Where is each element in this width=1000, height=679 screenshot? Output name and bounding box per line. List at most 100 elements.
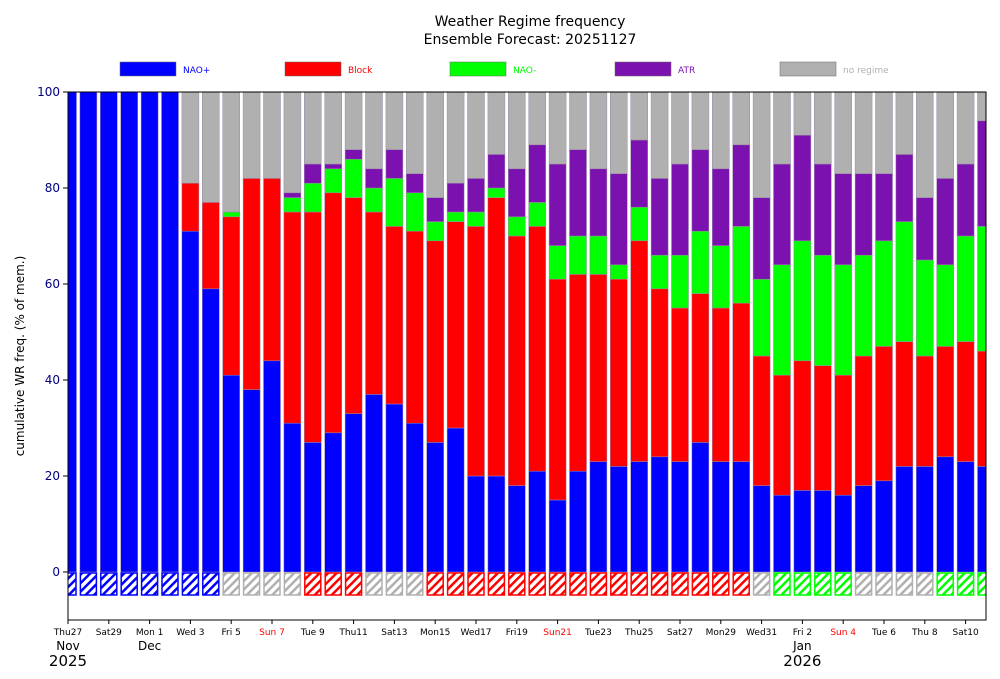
bar-segment-nao- — [487, 187, 506, 198]
plot-frame — [67, 91, 987, 621]
bar-segment-atr — [324, 163, 342, 170]
bar-segment-nao- — [773, 264, 791, 376]
x-tick-label: Thu25 — [624, 628, 653, 638]
dominant-regime-box — [406, 572, 424, 596]
bar-segment-nao- — [916, 466, 934, 573]
bar-segment-nao- — [487, 475, 506, 573]
legend-label: no regime — [843, 66, 889, 76]
x-tick-label: Sun21 — [543, 628, 572, 638]
dominant-regime-box — [610, 572, 628, 596]
bar-segment-no-regime — [956, 92, 975, 165]
bar-segment-nao- — [385, 178, 404, 227]
legend-swatch — [614, 61, 672, 77]
bar-segment-no-regime — [916, 92, 934, 198]
legend-label: NAO+ — [183, 66, 210, 76]
dominant-regime-box — [283, 572, 302, 596]
bar-segment-nao- — [120, 92, 138, 573]
x-tick-label: Sat10 — [952, 628, 978, 638]
month-label: Jan — [792, 639, 812, 653]
bars — [68, 92, 986, 596]
dominant-regime-box — [79, 572, 98, 596]
bar-segment-atr — [569, 149, 587, 237]
dominant-regime-box — [222, 572, 240, 596]
bar-segment-no-regime — [671, 92, 689, 165]
bar-segment-block — [528, 226, 546, 472]
bar-segment-nao- — [100, 92, 118, 573]
bar-segment-atr — [283, 192, 302, 198]
bar-segment-nao- — [936, 456, 954, 573]
dominant-regime-box — [324, 572, 342, 596]
month-label: Dec — [138, 639, 161, 653]
bar-segment-nao- — [140, 92, 159, 573]
bar-segment-block — [222, 216, 240, 376]
bar-segment-nao- — [467, 211, 485, 227]
dominant-regime-box — [854, 572, 873, 596]
y-tick-label: 20 — [45, 469, 60, 483]
bar-segment-block — [814, 365, 832, 491]
bar-segment-atr — [467, 178, 485, 213]
bar-segment-block — [712, 307, 730, 462]
bar-segment-atr — [956, 163, 975, 237]
bar-segment-nao- — [304, 182, 322, 213]
bar-segment-nao- — [691, 230, 710, 294]
bar-segment-atr — [365, 168, 383, 189]
bar-segment-no-regime — [630, 92, 648, 141]
bar-segment-no-regime — [589, 92, 608, 170]
bar-segment-block — [263, 178, 281, 362]
dominant-regime-box — [814, 572, 832, 596]
bar-segment-block — [671, 307, 689, 462]
bar-segment-block — [854, 355, 873, 486]
bar-segment-block — [752, 355, 771, 486]
bar-segment-nao- — [528, 202, 546, 227]
dominant-regime-box — [936, 572, 954, 596]
bar-segment-atr — [793, 134, 812, 242]
bar-segment-nao- — [324, 432, 342, 573]
bar-segment-atr — [916, 197, 934, 261]
bar-segment-no-regime — [365, 92, 383, 170]
bar-segment-nao- — [344, 413, 363, 573]
dominant-regime-box — [263, 572, 281, 596]
bar-segment-no-regime — [834, 92, 852, 174]
bar-segment-nao- — [263, 360, 281, 573]
legend-swatch — [449, 61, 507, 77]
bar-segment-nao- — [630, 461, 648, 573]
dominant-regime-box — [712, 572, 730, 596]
x-tick-label: Mon 1 — [136, 628, 164, 638]
bar-segment-nao- — [977, 226, 986, 352]
x-tick-label: Wed 3 — [176, 628, 204, 638]
bar-segment-atr — [610, 173, 628, 266]
bar-segment-no-regime — [854, 92, 873, 174]
bar-segment-block — [977, 350, 986, 467]
bar-segment-nao- — [752, 278, 771, 357]
chart-title: Weather Regime frequency — [435, 14, 626, 30]
bar-segment-block — [589, 274, 608, 462]
bar-segment-nao- — [426, 442, 444, 573]
bar-segment-no-regime — [793, 92, 812, 136]
bar-segment-nao- — [365, 394, 383, 573]
y-tick-label: 0 — [52, 565, 60, 579]
bar-segment-nao- — [68, 92, 77, 573]
dominant-regime-box — [120, 572, 138, 596]
legend-label: Block — [348, 66, 373, 76]
bar-segment-no-regime — [569, 92, 587, 150]
x-tick-label: Sat13 — [381, 628, 407, 638]
bar-segment-no-regime — [977, 92, 986, 122]
bar-segment-no-regime — [691, 92, 710, 150]
x-tick-label: Sat27 — [667, 628, 693, 638]
dominant-regime-box — [671, 572, 689, 596]
legend-swatch — [284, 61, 342, 77]
x-tick-label: Wed31 — [746, 628, 777, 638]
bar-segment-nao- — [854, 485, 873, 573]
bar-segment-nao- — [916, 259, 934, 357]
dominant-regime-box — [181, 572, 200, 596]
bar-segment-nao- — [752, 485, 771, 573]
legend-swatch — [779, 61, 837, 77]
bar-segment-nao- — [691, 442, 710, 573]
bar-segment-atr — [814, 163, 832, 256]
bar-segment-no-regime — [222, 92, 240, 213]
bar-segment-nao- — [671, 254, 689, 309]
dominant-regime-box — [344, 572, 363, 596]
dominant-regime-box — [304, 572, 322, 596]
bar-segment-nao- — [712, 245, 730, 309]
